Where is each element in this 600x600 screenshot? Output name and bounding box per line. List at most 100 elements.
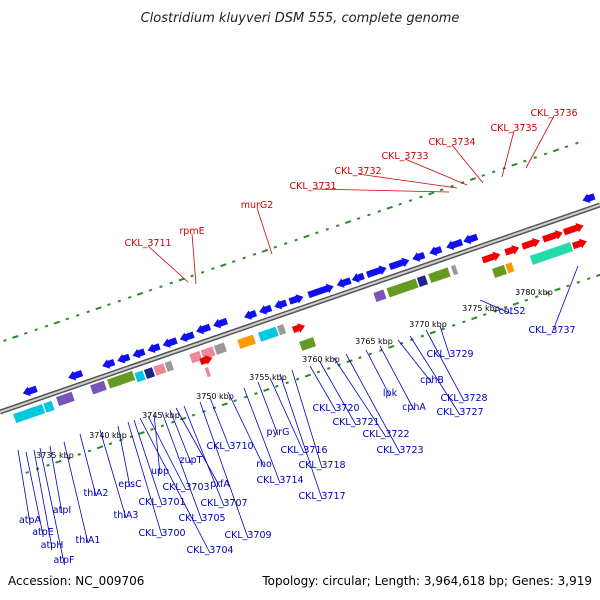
- leader-line: [379, 345, 415, 411]
- gene-label: CKL_3718: [298, 460, 345, 471]
- gene-feature: [200, 346, 216, 360]
- gene-label: CKL_3700: [138, 528, 185, 539]
- leader-line: [79, 433, 97, 497]
- gene-feature: [492, 264, 507, 278]
- tick-mark: [315, 231, 319, 235]
- tick-mark: [335, 224, 340, 228]
- gene-feature: [307, 283, 334, 299]
- kbp-label: 3770 kbp: [409, 320, 447, 329]
- tick-mark: [429, 330, 436, 335]
- gene-feature: [276, 324, 287, 336]
- gene-label: atpE: [32, 527, 54, 538]
- gene-feature: [22, 385, 38, 397]
- gene-feature: [299, 337, 317, 351]
- tick-mark: [462, 320, 466, 324]
- leader-line: [133, 419, 163, 506]
- tick-mark: [398, 202, 402, 206]
- gene-label: CKL_3710: [206, 441, 253, 452]
- gene-feature: [179, 331, 195, 342]
- leader-line: [312, 188, 450, 193]
- tick-mark: [160, 424, 165, 428]
- tick-mark: [327, 366, 331, 370]
- gene-label: atpF: [53, 555, 74, 566]
- tick-mark: [254, 392, 258, 395]
- leader-line: [39, 447, 65, 564]
- tick-mark: [263, 387, 270, 392]
- gene-feature: [117, 353, 131, 364]
- gene-label: CKL_3727: [436, 407, 483, 418]
- gene-feature: [288, 294, 304, 305]
- gene-label: rpmE: [179, 226, 204, 237]
- gene-feature: [373, 289, 387, 302]
- tick-mark: [23, 331, 28, 335]
- leader-line: [117, 425, 131, 488]
- gene-label: CKL_3734: [428, 137, 475, 148]
- genome-backbone: [0, 202, 600, 415]
- tick-mark: [471, 316, 478, 321]
- gene-feature: [336, 277, 352, 288]
- tick-marks: [3, 141, 600, 474]
- tick-mark: [481, 174, 486, 177]
- gene-label: CKL_3711: [124, 238, 171, 249]
- gene-label: thlA2: [84, 488, 109, 499]
- gene-label: CKL_3717: [298, 491, 345, 502]
- leader-line: [269, 377, 305, 454]
- leader-line: [139, 417, 211, 554]
- tick-mark: [220, 263, 227, 268]
- tick-mark: [566, 284, 570, 288]
- tick-mark: [595, 273, 600, 278]
- gene-feature: [213, 342, 227, 355]
- tick-mark: [325, 227, 330, 231]
- leader-line: [309, 365, 337, 412]
- gene-features: [13, 193, 596, 424]
- gene-feature: [258, 326, 279, 342]
- gene-feature: [562, 222, 584, 236]
- gene-feature: [416, 275, 428, 287]
- gene-feature: [386, 278, 419, 298]
- gene-label: cphA: [402, 402, 426, 413]
- gene-label: CKL_3720: [312, 403, 359, 414]
- leader-line: [357, 173, 458, 189]
- tick-mark: [171, 420, 175, 424]
- tick-mark: [439, 188, 444, 192]
- tick-mark: [231, 260, 236, 263]
- tick-mark: [451, 323, 456, 327]
- gene-label: CKL_3714: [256, 475, 303, 486]
- leader-line: [319, 361, 357, 426]
- gene-feature: [204, 366, 212, 378]
- leader-line: [257, 381, 279, 436]
- leader-line: [404, 158, 468, 186]
- gene-label: prfA: [210, 479, 230, 490]
- tick-mark: [25, 470, 29, 474]
- leader-line: [291, 369, 323, 469]
- gene-feature: [162, 337, 178, 348]
- gene-label: CKL_3709: [224, 530, 271, 541]
- tick-mark: [233, 399, 237, 403]
- tick-mark: [586, 277, 591, 281]
- leader-line: [279, 373, 323, 500]
- leader-line: [551, 265, 579, 334]
- tick-mark: [138, 431, 145, 435]
- gene-feature: [521, 237, 541, 250]
- gene-label: pyrG: [267, 427, 290, 438]
- tick-mark: [419, 195, 423, 199]
- kbp-label: 3760 kbp: [302, 355, 340, 364]
- tick-mark: [428, 191, 435, 196]
- gene-feature: [366, 265, 387, 278]
- tick-mark: [420, 334, 425, 338]
- kbp-label: 3775 kbp: [462, 304, 500, 313]
- gene-label: murG2: [241, 200, 274, 211]
- tick-mark: [512, 301, 520, 306]
- tick-mark: [127, 295, 132, 299]
- tick-mark: [482, 313, 487, 317]
- gene-label: CKL_3716: [280, 445, 327, 456]
- tick-mark: [180, 416, 187, 421]
- gene-label: thlA3: [114, 510, 139, 521]
- gene-feature: [68, 370, 84, 381]
- label-leader-lines: [17, 115, 579, 564]
- leader-line: [199, 401, 249, 539]
- gene-feature: [196, 323, 212, 335]
- tick-mark: [533, 156, 538, 159]
- gene-feature: [428, 267, 451, 284]
